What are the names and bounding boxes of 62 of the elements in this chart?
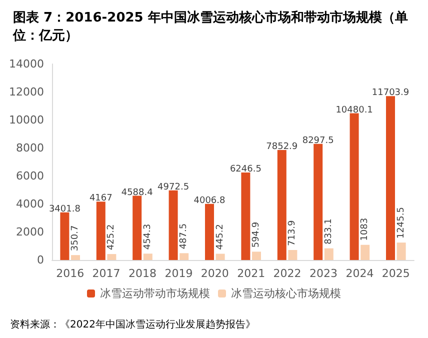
data-label: 594.9 — [252, 222, 262, 248]
x-tick-label: 2018 — [128, 267, 156, 280]
x-tick-label: 2021 — [237, 267, 266, 280]
bar — [216, 254, 225, 260]
bar — [241, 172, 250, 260]
bar — [60, 212, 70, 260]
data-label: 425.2 — [106, 224, 117, 250]
bar — [324, 248, 334, 260]
data-label: 8297.5 — [302, 136, 334, 146]
x-tick-label: 2025 — [382, 267, 410, 280]
y-tick-label: 12000 — [9, 86, 44, 98]
bar — [143, 254, 152, 260]
bar — [350, 113, 359, 260]
y-tick-label: 14000 — [9, 58, 44, 70]
data-label: 3401.8 — [48, 204, 81, 214]
y-tick-label: 0 — [37, 254, 44, 266]
data-label: 4167 — [89, 194, 112, 204]
x-tick-label: 2020 — [200, 267, 229, 280]
bar — [71, 255, 80, 260]
data-label: 4006.8 — [194, 196, 226, 206]
data-label: 445.2 — [215, 224, 226, 250]
bar — [205, 204, 214, 260]
data-label: 4588.4 — [121, 188, 154, 198]
legend-label: 冰雪运动核心市场规模 — [231, 287, 341, 300]
x-tick-label: 2023 — [310, 267, 338, 280]
bar — [288, 250, 298, 260]
bar — [396, 242, 406, 260]
bar — [314, 144, 323, 260]
data-label: 10480.1 — [336, 105, 373, 116]
data-label: 7852.9 — [266, 142, 298, 152]
x-tick-label: 2024 — [346, 267, 374, 280]
bar — [360, 244, 370, 260]
text: 资料来源：《2022年中国冰雪运动行业发展趋势报告》 — [10, 318, 256, 330]
y-tick-label: 2000 — [16, 226, 44, 238]
bar — [96, 202, 106, 260]
x-tick-label: 2016 — [56, 267, 84, 280]
data-label: 4972.5 — [158, 182, 190, 192]
legend-label: 冰雪运动带动市场规模 — [100, 287, 210, 300]
data-label: 11703.9 — [372, 88, 410, 98]
data-label: 487.5 — [179, 223, 190, 250]
bar — [252, 252, 261, 260]
x-tick-label: 2017 — [92, 267, 120, 280]
bar — [107, 254, 116, 260]
y-tick-label: 6000 — [16, 170, 44, 182]
bar — [132, 196, 142, 260]
x-tick-label: 2022 — [273, 267, 302, 280]
y-tick-label: 8000 — [16, 142, 44, 154]
data-label: 454.3 — [142, 224, 153, 250]
bar — [180, 253, 189, 260]
data-label: 350.7 — [70, 225, 80, 252]
y-tick-label: 4000 — [16, 198, 44, 210]
chart-title: 图表 7：2016-2025 年中国冰雪运动核心市场和带动市场规模（单位：亿元） — [12, 10, 408, 44]
data-label: 713.9 — [288, 220, 298, 246]
bar — [386, 96, 395, 260]
bar — [277, 150, 286, 260]
y-tick-label: 10000 — [9, 114, 44, 126]
data-label: 833.1 — [324, 218, 334, 244]
bar — [168, 190, 178, 260]
data-label: 1245.5 — [396, 207, 406, 239]
data-label: 1083 — [360, 218, 370, 241]
data-label: 6246.5 — [230, 164, 262, 175]
x-tick-label: 2019 — [164, 267, 193, 280]
